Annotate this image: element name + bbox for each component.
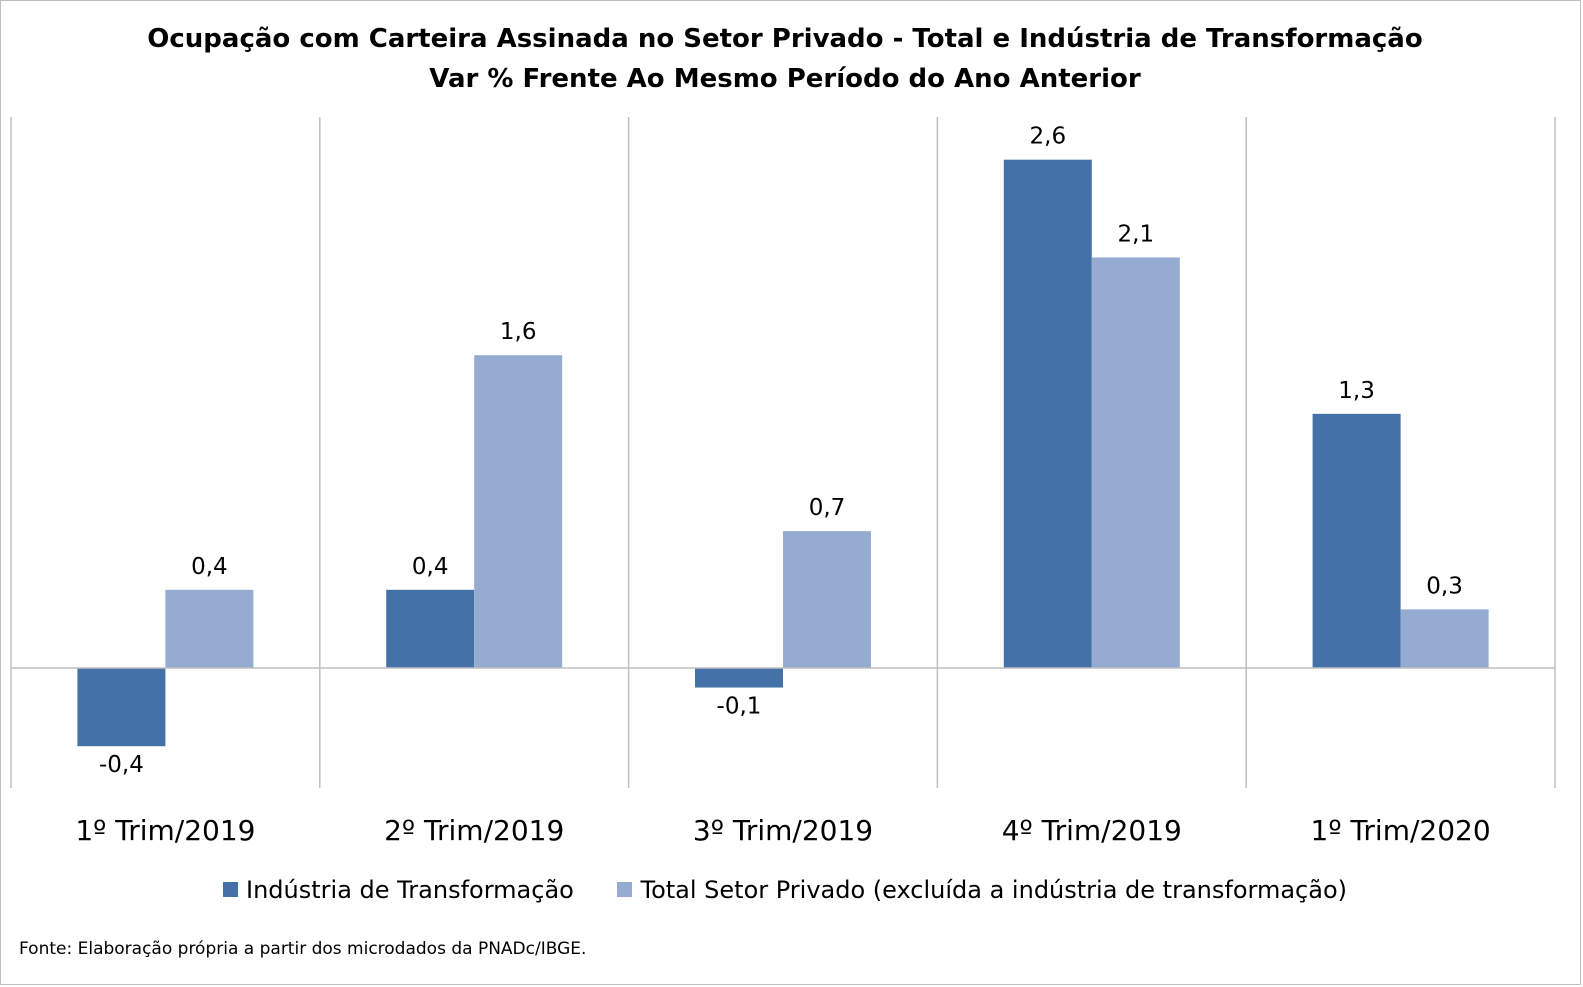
bar-total-4 <box>1091 257 1180 668</box>
data-label: 0,4 <box>191 554 228 580</box>
source-note: Fonte: Elaboração própria a partir dos m… <box>19 939 587 959</box>
category-dividers <box>10 117 1556 788</box>
bar-total-2 <box>474 355 563 668</box>
bars <box>77 159 1489 747</box>
legend: Indústria de Transformação Total Setor P… <box>1 875 1569 904</box>
bar-industria-5 <box>1312 413 1401 668</box>
bar-chart: -0,4 0,4 0,4 1,6 -0,1 0,7 2,6 2,1 1,3 0,3 1º Trim… <box>10 117 1556 847</box>
data-label: 1,3 <box>1338 378 1375 404</box>
data-label: 1,6 <box>500 319 537 345</box>
legend-swatch-total <box>617 882 633 897</box>
category-label: 1º Trim/2019 <box>75 814 255 847</box>
chart-title: Ocupação com Carteira Assinada no Setor … <box>1 19 1569 99</box>
data-label: 0,3 <box>1426 573 1463 599</box>
data-label: -0,4 <box>99 752 144 778</box>
data-label: 0,7 <box>809 495 846 521</box>
legend-swatch-industria <box>223 882 239 897</box>
data-label: 0,4 <box>412 554 449 580</box>
category-label: 2º Trim/2019 <box>384 814 564 847</box>
chart-subtitle: Var % Frente Ao Mesmo Período do Ano Ant… <box>429 64 1141 94</box>
legend-item-industria: Indústria de Transformação <box>223 876 574 904</box>
category-label: 1º Trim/2020 <box>1311 814 1491 847</box>
bar-industria-2 <box>386 589 475 668</box>
data-label: 2,1 <box>1118 221 1155 247</box>
category-label: 4º Trim/2019 <box>1002 814 1182 847</box>
category-label: 3º Trim/2019 <box>693 814 873 847</box>
data-labels: -0,4 0,4 0,4 1,6 -0,1 0,7 2,6 2,1 1,3 0,3 <box>99 124 1463 779</box>
data-label: -0,1 <box>717 694 762 720</box>
bar-total-3 <box>783 531 871 668</box>
legend-item-total: Total Setor Privado (excluída a indústri… <box>617 876 1347 904</box>
bar-industria-4 <box>1003 159 1092 668</box>
bar-industria-1 <box>77 668 166 747</box>
chart-title-line: Ocupação com Carteira Assinada no Setor … <box>147 24 1423 54</box>
category-labels: 1º Trim/2019 2º Trim/2019 3º Trim/2019 4º T… <box>75 814 1490 847</box>
legend-label-industria: Indústria de Transformação <box>246 875 574 904</box>
bar-industria-3 <box>695 668 783 688</box>
legend-label-total: Total Setor Privado (excluída a indústri… <box>640 875 1347 904</box>
bar-total-5 <box>1400 609 1489 668</box>
bar-total-1 <box>165 589 254 668</box>
data-label: 2,6 <box>1030 124 1067 150</box>
